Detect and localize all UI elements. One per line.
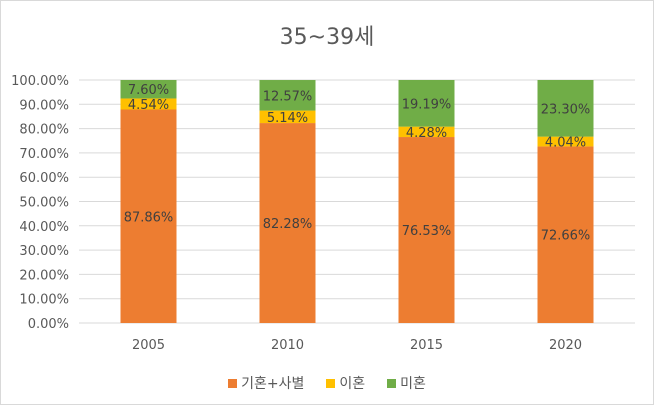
y-tick-label: 100.00%	[11, 74, 69, 89]
y-tick-label: 10.00%	[19, 293, 69, 308]
bar-segment	[398, 137, 455, 323]
data-label: 4.54%	[128, 98, 169, 113]
bar-segment	[398, 126, 455, 138]
y-tick-label: 0.00%	[28, 317, 69, 332]
legend-swatch	[228, 378, 238, 388]
data-label: 87.86%	[124, 210, 174, 225]
legend-swatch	[326, 378, 336, 388]
data-label: 19.19%	[402, 97, 452, 112]
legend-item: 이혼	[326, 373, 365, 393]
legend-label: 미혼	[400, 376, 426, 392]
legend-label: 이혼	[339, 376, 366, 392]
x-tick-label: 2015	[410, 338, 443, 353]
legend: 기혼+사별 이혼 미혼	[1, 373, 653, 393]
x-tick-label: 2010	[271, 338, 304, 353]
y-tick-label: 70.00%	[19, 147, 69, 162]
bar-segment	[259, 110, 316, 124]
legend-item: 기혼+사별	[228, 373, 304, 393]
y-tick-label: 40.00%	[19, 220, 69, 235]
data-label: 12.57%	[263, 89, 313, 104]
y-tick-label: 60.00%	[19, 171, 69, 186]
bar-segment	[120, 109, 177, 323]
data-label: 5.14%	[267, 111, 308, 126]
bar-segment	[537, 146, 594, 323]
data-label: 76.53%	[402, 224, 452, 239]
y-tick-label: 90.00%	[19, 98, 69, 113]
bar-segment	[120, 98, 177, 110]
data-label: 4.04%	[545, 136, 586, 151]
legend-item: 미혼	[387, 373, 426, 393]
legend-label: 기혼+사별	[241, 376, 305, 392]
bar-segment	[537, 80, 594, 137]
chart-title: 35~39세	[279, 25, 375, 50]
x-tick-label: 2005	[132, 338, 165, 353]
data-label: 23.30%	[541, 102, 591, 117]
data-label: 72.66%	[541, 229, 591, 244]
x-tick-label: 2020	[549, 338, 582, 353]
y-tick-label: 20.00%	[19, 268, 69, 283]
y-tick-label: 50.00%	[19, 196, 69, 211]
y-tick-label: 30.00%	[19, 244, 69, 259]
y-tick-label: 80.00%	[19, 123, 69, 138]
bar-segment	[259, 80, 316, 111]
bar-segment	[120, 80, 177, 99]
data-label: 82.28%	[263, 217, 313, 232]
legend-swatch	[387, 378, 397, 388]
bar-segment	[398, 80, 455, 127]
data-label: 4.28%	[406, 126, 447, 141]
data-label: 7.60%	[128, 83, 169, 98]
bar-segment	[537, 136, 594, 147]
bar-segment	[259, 123, 316, 323]
